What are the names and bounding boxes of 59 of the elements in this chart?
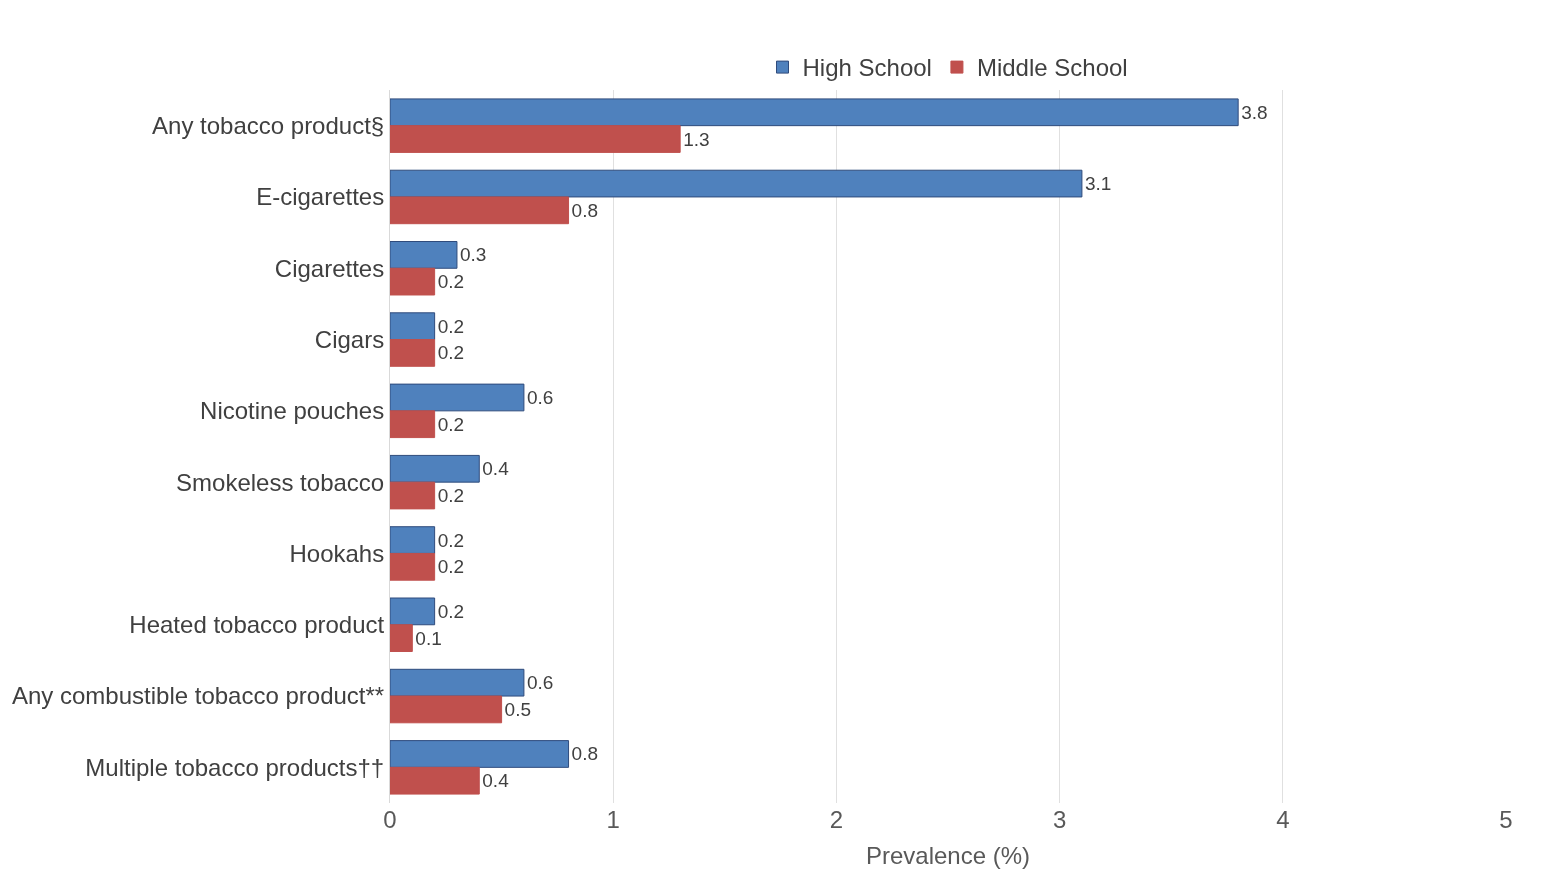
- legend-label: High School: [802, 54, 932, 82]
- data-label: 0.2: [437, 315, 465, 337]
- bar: [390, 668, 525, 697]
- bar: [390, 196, 570, 225]
- data-label: 0.5: [504, 698, 532, 720]
- bar: [390, 339, 436, 367]
- bar: [390, 552, 436, 581]
- data-label: 0.2: [437, 600, 465, 622]
- data-label: 3.1: [1084, 173, 1112, 195]
- data-label: 1.3: [683, 128, 710, 150]
- y-tick-label: Multiple tobacco products††: [85, 753, 385, 781]
- y-tick-label: E-cigarettes: [256, 183, 385, 211]
- data-label: 0.2: [437, 413, 465, 435]
- bar: [390, 312, 436, 341]
- data-label: 3.8: [1241, 101, 1268, 123]
- x-tick-label: 2: [829, 806, 844, 833]
- data-label: 0.2: [437, 271, 465, 293]
- data-label: 0.2: [437, 529, 465, 551]
- bar: [390, 695, 503, 724]
- bar: [390, 481, 436, 510]
- x-tick-label: 4: [1276, 806, 1290, 833]
- bar: [390, 526, 436, 554]
- bar: [390, 383, 525, 412]
- y-tick-label: Any combustible tobacco product**: [11, 682, 385, 710]
- data-label: 0.3: [459, 244, 487, 266]
- data-label: 0.6: [526, 672, 554, 694]
- legend-label: Middle School: [976, 54, 1128, 82]
- y-tick-label: Cigarettes: [274, 254, 385, 282]
- data-label: 0.4: [482, 770, 510, 792]
- data-label: 0.2: [437, 556, 465, 578]
- data-label: 0.1: [415, 627, 442, 649]
- y-tick-label: Any tobacco product§: [152, 112, 385, 140]
- bar: [390, 267, 436, 296]
- x-tick-label: 3: [1052, 806, 1067, 833]
- bar: [390, 740, 570, 768]
- x-tick-label: 0: [383, 806, 397, 833]
- bar: [390, 169, 1083, 198]
- y-tick-label: Smokeless tobacco: [176, 468, 385, 496]
- bar: [390, 98, 1239, 127]
- y-tick-label: Nicotine pouches: [200, 397, 385, 425]
- bar: [390, 624, 413, 652]
- data-label: 0.4: [482, 458, 510, 480]
- bar: [390, 597, 436, 626]
- y-tick-label: Cigars: [314, 325, 385, 353]
- bar: [390, 766, 480, 795]
- data-label: 0.2: [437, 485, 465, 507]
- bar: [390, 241, 458, 269]
- x-tick-label: 1: [606, 806, 620, 833]
- data-label: 0.8: [571, 199, 598, 221]
- bar: [390, 454, 480, 483]
- x-tick-label: 5: [1499, 806, 1513, 833]
- x-axis-title: Prevalence (%): [865, 842, 1031, 870]
- bar: [390, 125, 681, 153]
- data-label: 0.8: [571, 743, 598, 765]
- data-label: 0.2: [437, 342, 465, 364]
- data-label: 0.6: [526, 386, 554, 408]
- y-tick-label: Hookahs: [289, 539, 385, 567]
- y-tick-label: Heated tobacco product: [129, 611, 385, 639]
- bar: [390, 410, 436, 439]
